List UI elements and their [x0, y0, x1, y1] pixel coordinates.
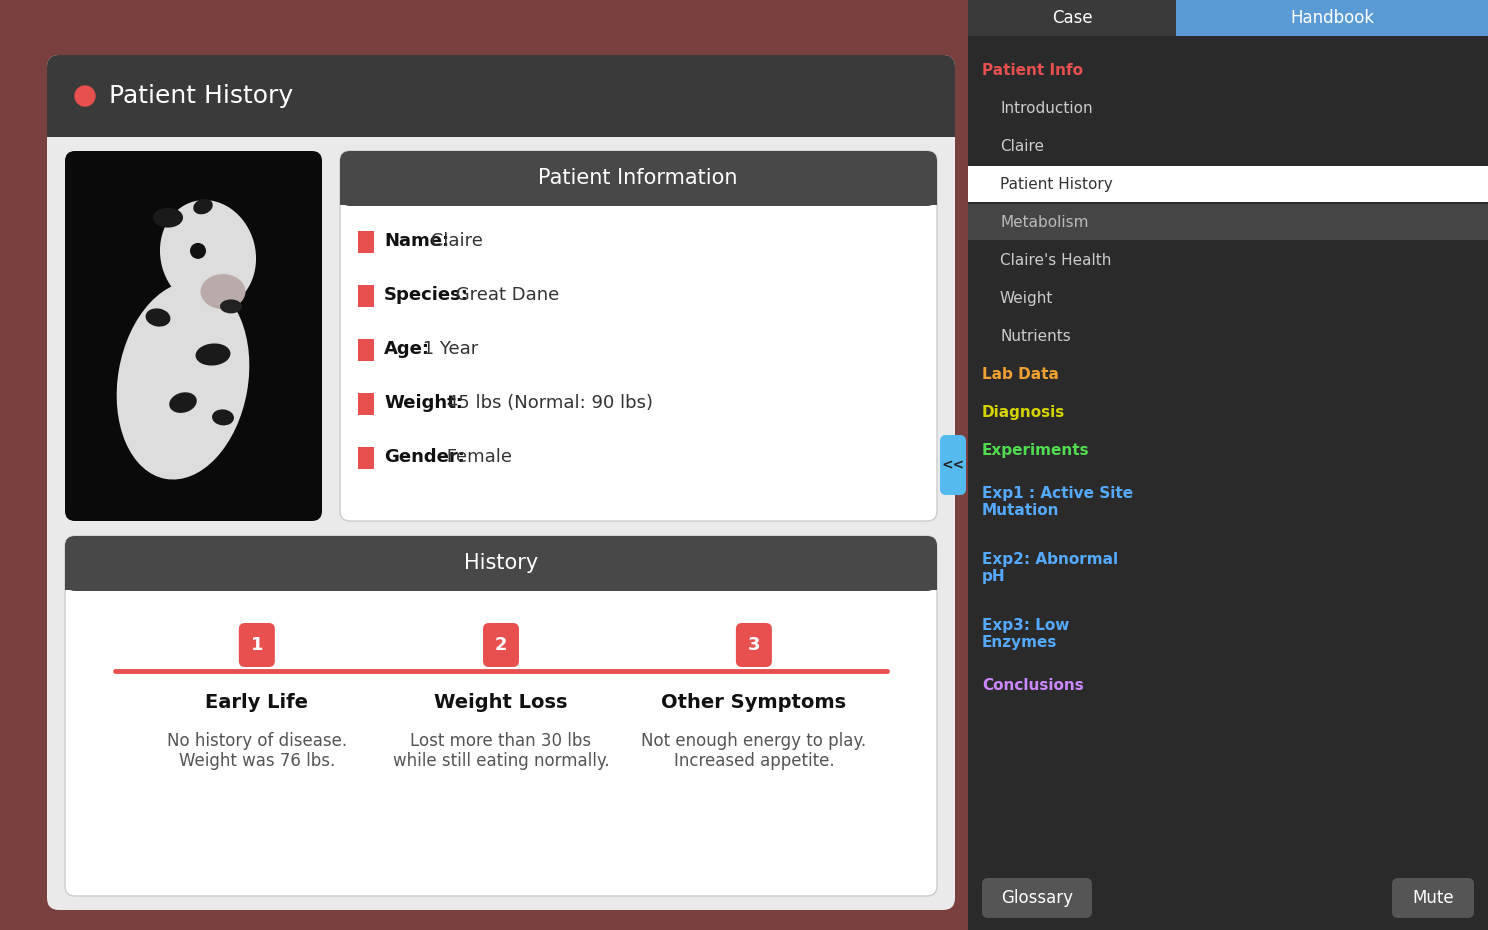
Text: Metabolism: Metabolism — [1000, 215, 1089, 230]
Circle shape — [74, 86, 95, 106]
Ellipse shape — [153, 207, 183, 228]
Text: Exp2: Abnormal
pH: Exp2: Abnormal pH — [982, 551, 1117, 584]
Ellipse shape — [201, 274, 246, 309]
Text: 3: 3 — [747, 636, 760, 654]
Ellipse shape — [116, 281, 250, 480]
Text: Patient Info: Patient Info — [982, 62, 1083, 77]
Ellipse shape — [161, 200, 256, 309]
Text: 2: 2 — [494, 636, 507, 654]
Bar — [969, 204, 1488, 240]
Text: Early Life: Early Life — [205, 694, 308, 712]
FancyBboxPatch shape — [65, 151, 321, 521]
Ellipse shape — [195, 343, 231, 365]
Text: <<: << — [942, 458, 964, 472]
FancyBboxPatch shape — [339, 151, 937, 206]
Text: Patient History: Patient History — [1000, 177, 1113, 192]
FancyBboxPatch shape — [65, 536, 937, 896]
FancyBboxPatch shape — [982, 878, 1092, 918]
Text: Claire's Health: Claire's Health — [1000, 253, 1112, 268]
Bar — [65, 563, 937, 590]
Text: Lab Data: Lab Data — [982, 366, 1059, 381]
Text: 1 Year: 1 Year — [417, 340, 478, 358]
Ellipse shape — [146, 309, 171, 326]
Bar — [359, 339, 373, 361]
Ellipse shape — [220, 299, 243, 313]
Bar — [339, 178, 937, 205]
Text: Not enough energy to play.
Increased appetite.: Not enough energy to play. Increased app… — [641, 732, 866, 770]
Text: Patient Information: Patient Information — [539, 168, 738, 188]
Bar — [969, 166, 1488, 202]
Text: 45 lbs (Normal: 90 lbs): 45 lbs (Normal: 90 lbs) — [442, 394, 653, 412]
Text: Experiments: Experiments — [982, 443, 1089, 458]
Text: Name:: Name: — [384, 232, 449, 250]
Text: Weight:: Weight: — [384, 394, 463, 412]
Text: Nutrients: Nutrients — [1000, 328, 1071, 343]
Circle shape — [190, 243, 205, 259]
Text: Age:: Age: — [384, 340, 430, 358]
FancyBboxPatch shape — [48, 55, 955, 137]
Text: Weight: Weight — [1000, 290, 1054, 305]
Text: Great Dane: Great Dane — [449, 286, 559, 304]
Text: 1: 1 — [250, 636, 263, 654]
Bar — [359, 393, 373, 415]
Bar — [359, 285, 373, 307]
FancyBboxPatch shape — [48, 55, 955, 910]
Text: Exp3: Low
Enzymes: Exp3: Low Enzymes — [982, 618, 1070, 650]
Text: Other Symptoms: Other Symptoms — [661, 694, 847, 712]
Text: Mute: Mute — [1412, 889, 1454, 907]
Text: Patient History: Patient History — [109, 84, 293, 108]
FancyBboxPatch shape — [1391, 878, 1475, 918]
Bar — [969, 0, 1488, 930]
Text: Introduction: Introduction — [1000, 100, 1092, 115]
Ellipse shape — [170, 392, 196, 413]
Text: Claire: Claire — [1000, 139, 1045, 153]
Text: Gender:: Gender: — [384, 448, 464, 466]
Text: Weight Loss: Weight Loss — [434, 694, 568, 712]
Text: Diagnosis: Diagnosis — [982, 405, 1065, 419]
Text: Glossary: Glossary — [1001, 889, 1073, 907]
FancyBboxPatch shape — [737, 623, 772, 667]
Text: Case: Case — [1052, 9, 1092, 27]
Text: Handbook: Handbook — [1290, 9, 1373, 27]
Text: Exp1 : Active Site
Mutation: Exp1 : Active Site Mutation — [982, 485, 1134, 518]
Text: Conclusions: Conclusions — [982, 679, 1083, 694]
Text: Claire: Claire — [426, 232, 484, 250]
Text: Female: Female — [442, 448, 512, 466]
Bar — [359, 231, 373, 253]
Text: No history of disease.
Weight was 76 lbs.: No history of disease. Weight was 76 lbs… — [167, 732, 347, 770]
Ellipse shape — [193, 199, 213, 214]
Bar — [48, 96, 955, 137]
FancyBboxPatch shape — [940, 435, 966, 495]
FancyBboxPatch shape — [65, 536, 937, 591]
Text: Lost more than 30 lbs
while still eating normally.: Lost more than 30 lbs while still eating… — [393, 732, 609, 770]
Text: History: History — [464, 553, 539, 573]
FancyBboxPatch shape — [240, 623, 275, 667]
Ellipse shape — [211, 409, 234, 425]
Bar — [969, 0, 1176, 36]
FancyBboxPatch shape — [484, 623, 519, 667]
Bar — [1176, 0, 1488, 36]
Text: Species:: Species: — [384, 286, 469, 304]
FancyBboxPatch shape — [339, 151, 937, 521]
Bar — [359, 447, 373, 469]
